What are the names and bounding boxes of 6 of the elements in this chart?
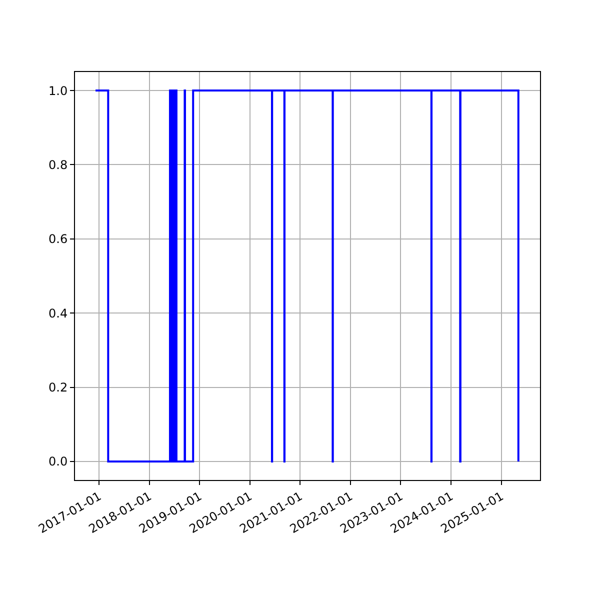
y-tick-label: 0.2 bbox=[48, 380, 68, 394]
y-tick-label: 0.6 bbox=[48, 232, 68, 246]
y-tick-label: 1.0 bbox=[48, 84, 68, 98]
y-tick-label: 0.0 bbox=[48, 454, 68, 469]
y-tick-label: 0.4 bbox=[48, 306, 68, 320]
y-tick-label: 0.8 bbox=[48, 158, 68, 172]
